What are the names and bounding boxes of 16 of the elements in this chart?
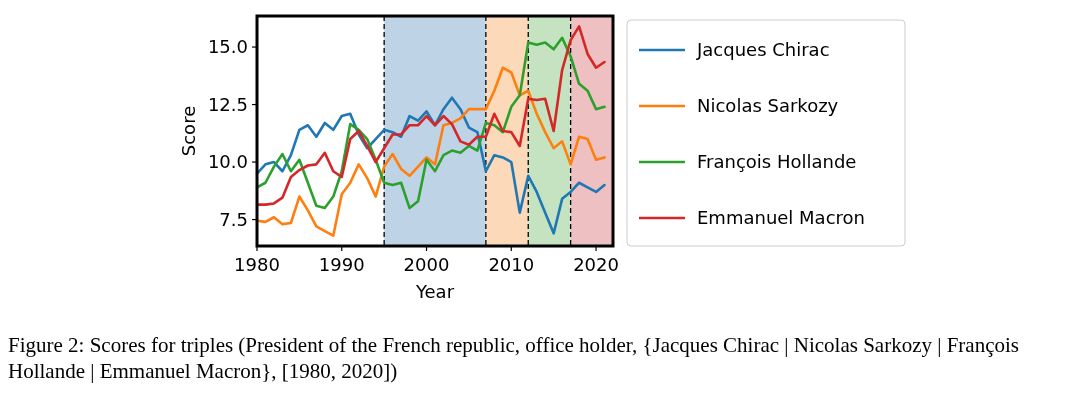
x-axis-title: Year [414, 281, 455, 302]
legend-label: Nicolas Sarkozy [697, 95, 839, 117]
y-tick-label: 10.0 [207, 151, 248, 173]
x-tick-label: 2000 [403, 254, 450, 275]
caption: Figure 2: Scores for triples (President of the French republic, office holder, {Jacques Chirac | Nicolas Sarkozy | François Hollande | Emmanuel Macron}, [1980, 2020]) [8, 333, 1019, 383]
legend-label: François Hollande [697, 151, 857, 173]
x-tick-label: 1990 [318, 254, 365, 275]
legend-label: Jacques Chirac [696, 39, 830, 61]
x-tick-label: 1980 [234, 254, 280, 275]
legend-label: Emmanuel Macron [697, 207, 865, 229]
y-axis-title: Score [178, 105, 199, 157]
y-tick-label: 12.5 [207, 93, 248, 115]
y-tick-label: 15.0 [207, 36, 248, 58]
x-tick-label: 2020 [573, 254, 619, 275]
x-tick-label: 2010 [488, 254, 535, 275]
y-tick-label: 7.5 [219, 208, 248, 230]
